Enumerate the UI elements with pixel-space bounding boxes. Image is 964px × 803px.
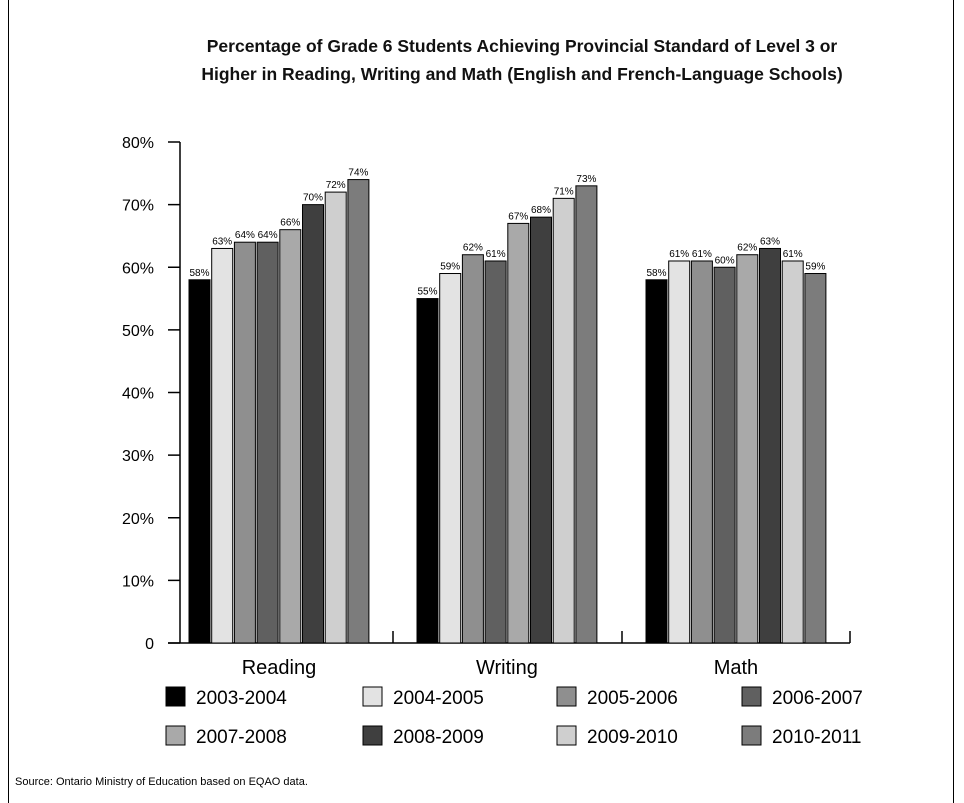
bar <box>233 241 256 644</box>
data-label: 59% <box>805 262 825 273</box>
bar <box>713 266 736 644</box>
data-label: 68% <box>531 205 551 216</box>
bar <box>439 273 462 644</box>
legend-label: 2005-2006 <box>587 688 678 709</box>
data-label: 72% <box>326 180 346 191</box>
bar <box>781 260 804 644</box>
bar <box>324 191 347 644</box>
legend-swatch <box>556 686 577 707</box>
bar <box>736 254 759 644</box>
data-label: 71% <box>554 186 574 197</box>
data-label: 61% <box>692 249 712 260</box>
bar <box>484 260 507 644</box>
bar <box>645 279 668 644</box>
axes: 0 10% 20% 30% 40% 50% 60% 70% 80% Reading Writing M… <box>122 135 851 679</box>
y-tick-label: 50% <box>122 323 154 340</box>
legend: 2003-2004 2004-2005 2005-2006 2006-2007 2007… <box>165 686 863 748</box>
data-label: 70% <box>303 193 323 204</box>
legend-label: 2006-2007 <box>772 688 863 709</box>
bar <box>461 254 484 644</box>
data-label: 62% <box>737 243 757 254</box>
legend-swatch <box>741 725 762 746</box>
bar <box>759 247 781 644</box>
data-label: 64% <box>235 230 255 241</box>
data-label: 58% <box>189 268 209 279</box>
data-label: 61% <box>669 249 689 260</box>
chart-frame <box>8 0 954 803</box>
legend-swatch <box>165 686 186 707</box>
data-label: 58% <box>646 268 666 279</box>
data-label: 61% <box>486 249 506 260</box>
data-label: 59% <box>440 262 460 273</box>
legend-label: 2010-2011 <box>772 727 861 748</box>
data-label: 67% <box>508 211 528 222</box>
bar <box>302 204 324 644</box>
data-label: 61% <box>783 249 803 260</box>
bar <box>804 273 827 644</box>
bar <box>668 260 691 644</box>
y-tick-label: 70% <box>122 198 154 215</box>
chart-title-line-2: Higher in Reading, Writing and Math (Eng… <box>201 64 842 84</box>
y-tick-label: 20% <box>122 511 154 528</box>
legend-swatch <box>362 686 383 707</box>
bar <box>507 222 530 644</box>
y-tick-label: 60% <box>122 260 154 277</box>
legend-swatch <box>165 725 186 746</box>
data-label: 74% <box>348 168 368 179</box>
source-note: Source: Ontario Ministry of Education ba… <box>15 776 308 788</box>
x-category-label: Writing <box>476 657 538 679</box>
bar <box>211 247 234 644</box>
bar <box>575 185 598 644</box>
y-tick-label: 30% <box>122 448 154 465</box>
legend-swatch <box>741 686 762 707</box>
y-tick-label: 40% <box>122 386 154 403</box>
data-label: 66% <box>280 218 300 229</box>
y-tick-label: 0 <box>145 636 154 653</box>
legend-label: 2007-2008 <box>196 727 287 748</box>
legend-label: 2003-2004 <box>196 688 287 709</box>
y-tick-label: 10% <box>122 573 154 590</box>
data-label: 60% <box>715 255 735 266</box>
bar <box>416 298 439 644</box>
chart-title-line-1: Percentage of Grade 6 Students Achieving… <box>207 36 838 56</box>
data-label: 62% <box>463 243 483 254</box>
bar <box>552 197 575 644</box>
data-label: 73% <box>576 174 596 185</box>
data-label: 64% <box>258 230 278 241</box>
bar <box>279 229 302 644</box>
bar <box>347 179 370 644</box>
legend-swatch <box>362 725 383 746</box>
legend-label: 2004-2005 <box>393 688 484 709</box>
legend-label: 2009-2010 <box>587 727 678 748</box>
bar <box>188 279 211 644</box>
x-category-label: Reading <box>242 657 317 679</box>
bar <box>690 260 713 644</box>
bar <box>530 216 552 644</box>
data-label: 63% <box>760 236 780 247</box>
y-tick-label: 80% <box>122 135 154 152</box>
bars: 58%63%64% 64%66%70%72%74%55%59%62%61%67%6… <box>188 168 827 644</box>
data-label: 55% <box>417 287 437 298</box>
legend-label: 2008-2009 <box>393 727 484 748</box>
legend-swatch <box>556 725 577 746</box>
data-label: 63% <box>212 236 232 247</box>
x-category-label: Math <box>714 657 758 679</box>
bar <box>256 241 279 644</box>
